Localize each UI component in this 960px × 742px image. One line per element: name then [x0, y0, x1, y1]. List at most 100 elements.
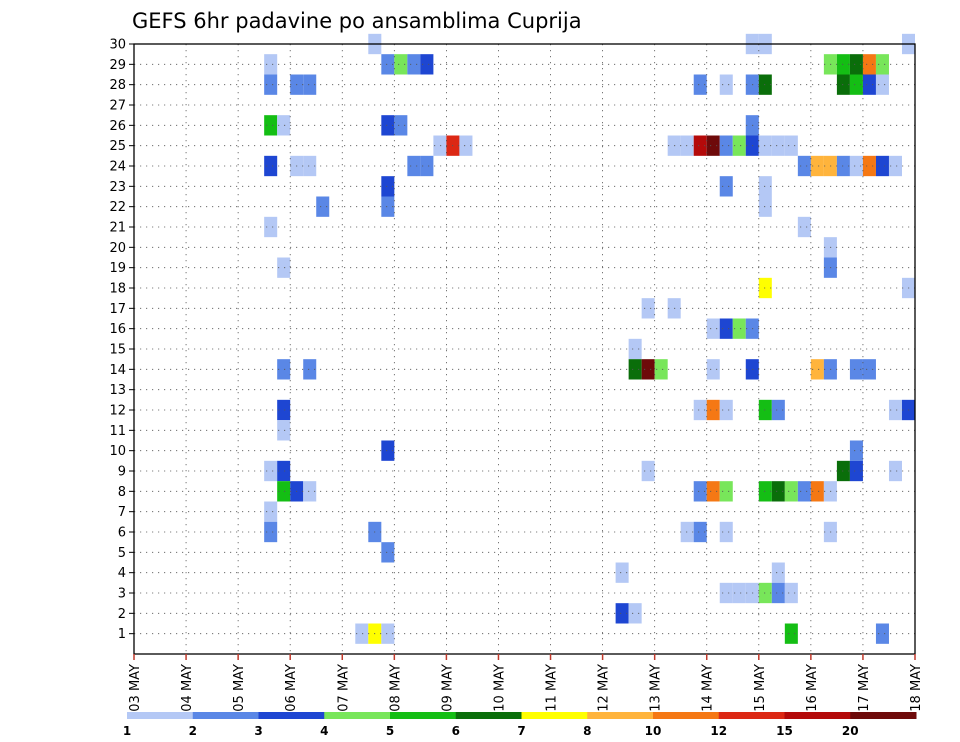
heatmap-cell [394, 115, 408, 136]
x-tick-label: 15 MAY [753, 664, 768, 712]
y-tick-label: 29 [109, 58, 126, 73]
heatmap-cell [407, 54, 421, 75]
y-tick-label: 8 [118, 485, 126, 500]
heatmap-cell [771, 582, 785, 604]
heatmap-cell [849, 440, 863, 461]
y-tick-label: 12 [109, 404, 126, 419]
x-tick-label: 03 MAY [128, 664, 143, 712]
heatmap-cell [862, 155, 876, 177]
y-tick-label: 21 [109, 221, 126, 236]
legend-swatch [850, 712, 917, 719]
heatmap-cell [628, 338, 642, 360]
heatmap-cell [810, 155, 824, 177]
heatmap-cell [836, 54, 850, 75]
heatmap-cell [433, 135, 447, 156]
y-tick-label: 10 [109, 444, 126, 459]
heatmap-cell [407, 155, 421, 177]
y-tick-label: 20 [109, 241, 126, 256]
x-tick-label: 07 MAY [336, 664, 351, 712]
heatmap-cell [277, 257, 291, 278]
heatmap-cell [732, 582, 746, 604]
y-tick-label: 14 [109, 363, 126, 378]
legend-swatch [390, 712, 457, 719]
y-tick-label: 26 [109, 119, 126, 134]
heatmap-cell [836, 460, 850, 482]
heatmap-cell [693, 481, 707, 502]
heatmap-cell [875, 623, 889, 644]
heatmap-cell [381, 54, 395, 75]
heatmap-cell [277, 359, 291, 380]
heatmap-cell [303, 74, 317, 95]
x-tick-label: 05 MAY [232, 664, 247, 712]
x-tick-label: 06 MAY [284, 664, 299, 712]
heatmap-cell [888, 460, 902, 482]
heatmap-cell [771, 562, 785, 583]
heatmap-cell [732, 318, 746, 339]
heatmap-cell [706, 318, 720, 339]
heatmap-cell [693, 399, 707, 421]
heatmap-cell [810, 481, 824, 502]
y-tick-label: 24 [109, 160, 126, 175]
x-tick-label: 08 MAY [388, 664, 403, 712]
heatmap-cell [641, 460, 655, 482]
x-tick-label: 17 MAY [857, 664, 872, 712]
legend-swatch [192, 712, 259, 719]
heatmap-cell [381, 542, 395, 563]
legend-label: 7 [517, 724, 525, 738]
heatmap-cell [381, 196, 395, 217]
heatmap-cell [277, 481, 291, 502]
y-tick-label: 25 [109, 139, 126, 154]
y-tick-label: 6 [118, 526, 126, 541]
heatmap-cell [381, 176, 395, 197]
legend-label: 20 [842, 724, 859, 738]
y-tick-label: 23 [109, 180, 126, 195]
legend-label: 6 [452, 724, 460, 738]
legend-label: 12 [710, 724, 727, 738]
heatmap-cell [303, 481, 317, 502]
colorbar-legend: 1 2 3 4 5 6 7 8 10 12 15 20 [123, 712, 917, 738]
heatmap-cell [615, 562, 629, 583]
x-tick-label: 18 MAY [909, 664, 924, 712]
heatmap-cell [849, 359, 863, 380]
y-tick-label: 22 [109, 200, 126, 215]
legend-label: 1 [123, 724, 131, 738]
heatmap-cell [420, 155, 434, 177]
heatmap-cell [381, 623, 395, 644]
x-tick-label: 13 MAY [649, 664, 664, 712]
heatmap-cell [277, 460, 291, 482]
y-tick-label: 1 [118, 627, 126, 642]
heatmap-cell [706, 359, 720, 380]
heatmap-cell [680, 521, 694, 543]
heatmap-cell [693, 521, 707, 543]
x-axis: 03 MAY 04 MAY 05 MAY 06 MAY 07 MAY 08 MAY 09 M… [128, 654, 924, 712]
y-axis: 1234567891011121314151617181920212223242… [109, 38, 134, 642]
heatmap-cell [797, 155, 811, 177]
heatmap-cell [641, 359, 655, 380]
chart-title: GEFS 6hr padavine po ansamblima Cuprija [132, 9, 582, 33]
heatmap-cell [615, 603, 629, 624]
heatmap-cell [875, 54, 889, 75]
x-tick-label: 10 MAY [492, 664, 507, 712]
heatmap-cell [862, 359, 876, 380]
heatmap-cell [459, 135, 473, 156]
heatmap-cell [303, 359, 317, 380]
legend-swatch [455, 712, 522, 719]
y-tick-label: 27 [109, 99, 126, 114]
heatmap-cell [264, 54, 278, 75]
y-tick-label: 30 [109, 38, 126, 53]
legend-swatch [784, 712, 851, 719]
heatmap-cell [719, 521, 733, 543]
y-tick-label: 2 [118, 607, 126, 622]
heatmap-cell [758, 582, 772, 604]
heatmap-cell [706, 399, 720, 421]
heatmap-cell [784, 135, 798, 156]
heatmap-cell [888, 399, 902, 421]
heatmap-cell [771, 399, 785, 421]
heatmap-cell [784, 582, 798, 604]
heatmap-cell [264, 521, 278, 543]
legend-label: 8 [583, 724, 591, 738]
heatmap-cell [719, 399, 733, 421]
heatmap-cell [641, 298, 655, 319]
heatmap-cell [628, 603, 642, 624]
